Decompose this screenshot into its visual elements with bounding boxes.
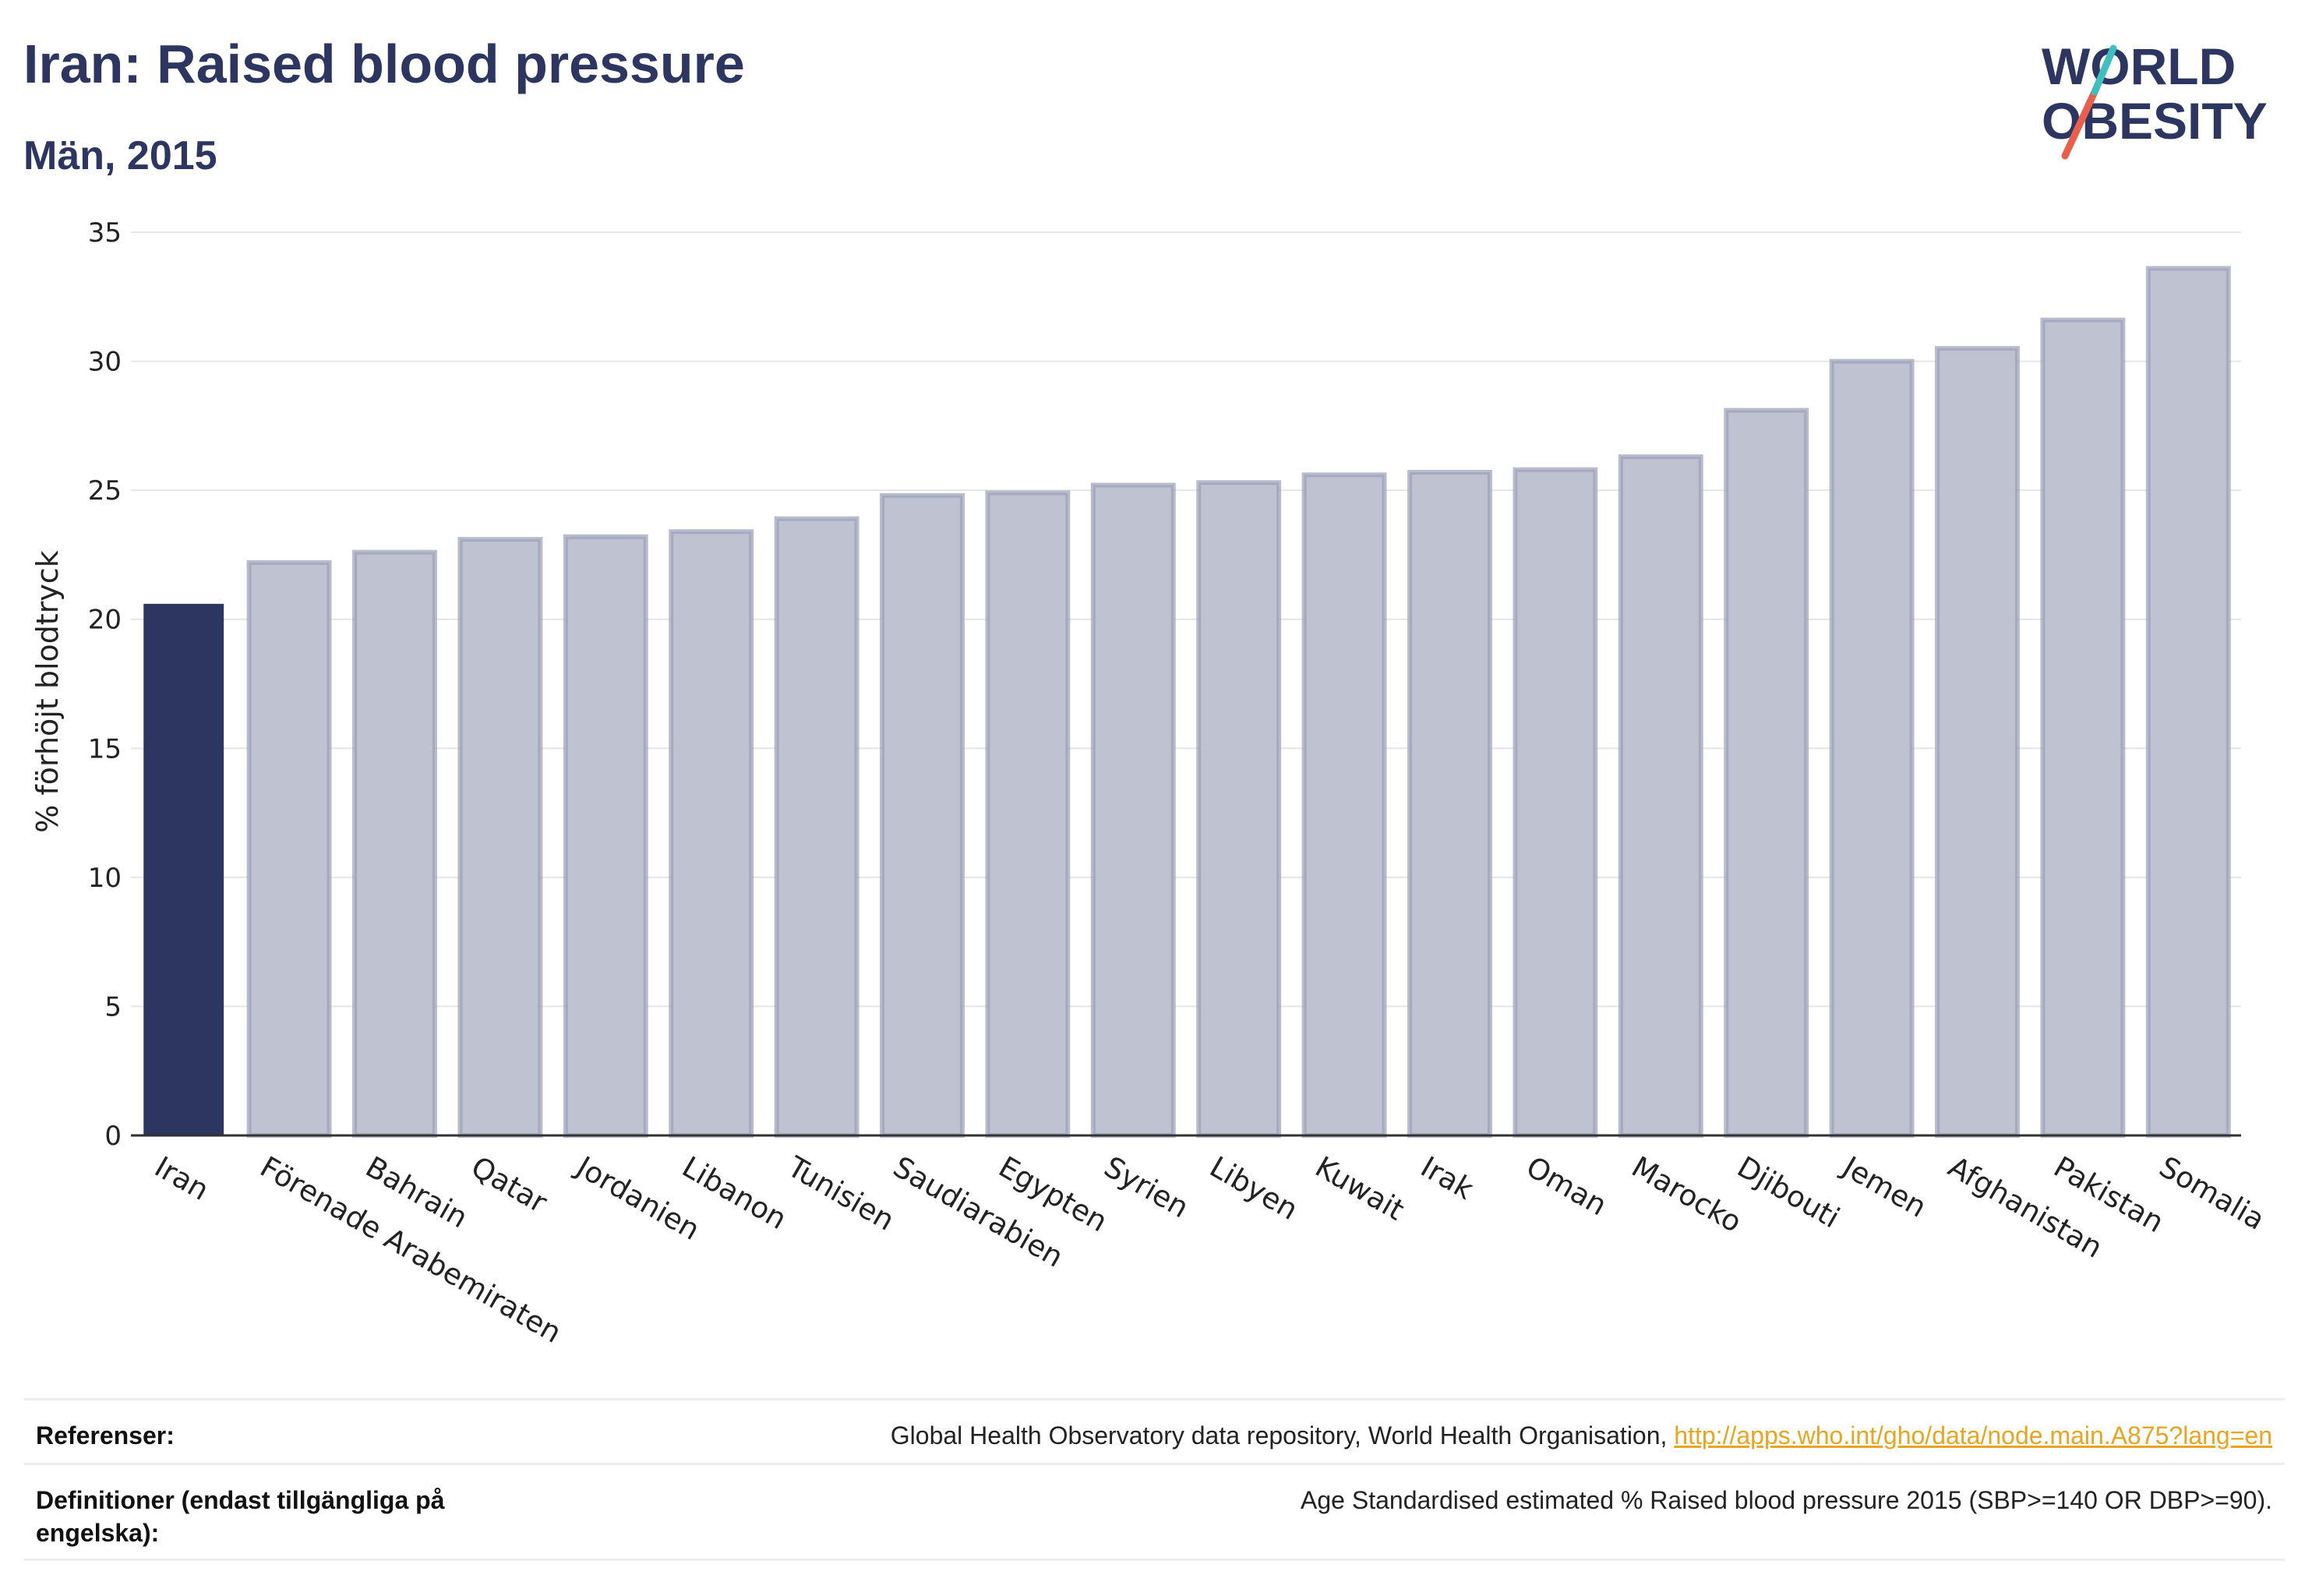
bar [1196, 480, 1282, 1138]
x-tick-label: Djibouti [1731, 1150, 1845, 1235]
x-tick-label: Somalia [2154, 1150, 2271, 1237]
world-obesity-logo: WORLD OBESITY [2042, 37, 2268, 160]
x-tick-label: Qatar [465, 1150, 552, 1220]
y-tick-label: 15 [88, 733, 122, 764]
logo-line1: WORLD [2042, 37, 2236, 95]
x-tick-label: Marocko [1626, 1150, 1748, 1240]
x-tick-label: Libyen [1204, 1150, 1304, 1227]
bar [2040, 317, 2126, 1138]
x-tick-label: Iran [149, 1150, 214, 1207]
bar [669, 529, 754, 1138]
x-tick-label: Irak [1415, 1150, 1480, 1207]
references-label: Referenser: [36, 1421, 175, 1449]
x-tick-label: Kuwait [1310, 1150, 1410, 1227]
bar [774, 516, 860, 1138]
logo-slash-red [2061, 88, 2099, 160]
bar [1513, 467, 1598, 1138]
bar [1618, 454, 1703, 1138]
bars [143, 266, 2231, 1139]
chart-subtitle: Män, 2015 [23, 133, 217, 178]
x-tick-label: Jemen [1836, 1149, 1933, 1224]
bar [2145, 266, 2231, 1138]
x-tick-label: Oman [1520, 1150, 1612, 1223]
logo-slash-teal [2091, 44, 2117, 96]
x-tick-label: Tunisien [782, 1149, 900, 1238]
references-link[interactable]: http://apps.who.int/gho/data/node.main.A… [1674, 1421, 2272, 1449]
bar-chart: 0 5 10 15 20 25 30 35 Iran Förenade Arabemiraten… [30, 217, 2271, 1350]
references-row: Referenser: Global Health Observatory da… [23, 1398, 2285, 1463]
references-value: Global Health Observatory data repositor… [891, 1419, 2272, 1452]
chart-title: Iran: Raised blood pressure [23, 34, 745, 94]
bar [1829, 358, 1915, 1139]
bar [563, 534, 648, 1138]
y-tick-label: 10 [88, 863, 122, 894]
bar [1407, 469, 1492, 1138]
bar [457, 537, 543, 1138]
y-tick-label: 5 [104, 991, 122, 1022]
grid-lines [131, 231, 2241, 1136]
definitions-label: Definitioner (endast tillgängliga på eng… [36, 1486, 445, 1547]
y-tick-label: 35 [88, 217, 122, 249]
bar [880, 493, 965, 1138]
footer-table: Referenser: Global Health Observatory da… [23, 1398, 2285, 1561]
bar [1724, 408, 1809, 1138]
definitions-value: Age Standardised estimated % Raised bloo… [1301, 1486, 2272, 1514]
bar [1301, 472, 1387, 1138]
y-tick-label: 0 [104, 1121, 122, 1152]
bar [246, 560, 332, 1138]
x-tick-label: Syrien [1099, 1150, 1195, 1225]
bar [985, 490, 1071, 1138]
bar [352, 549, 437, 1138]
y-tick-label: 30 [88, 347, 122, 378]
definitions-row: Definitioner (endast tillgängliga på eng… [23, 1463, 2285, 1561]
bar [1935, 346, 2020, 1138]
bar-highlight [143, 603, 224, 1135]
y-axis-label: % förhöjt blodtryck [30, 550, 65, 833]
references-text: Global Health Observatory data repositor… [890, 1421, 1675, 1449]
bar [1090, 482, 1176, 1138]
y-tick-label: 25 [88, 475, 122, 507]
y-tick-label: 20 [88, 605, 122, 636]
y-axis-ticks: 0 5 10 15 20 25 30 35 [88, 217, 122, 1152]
